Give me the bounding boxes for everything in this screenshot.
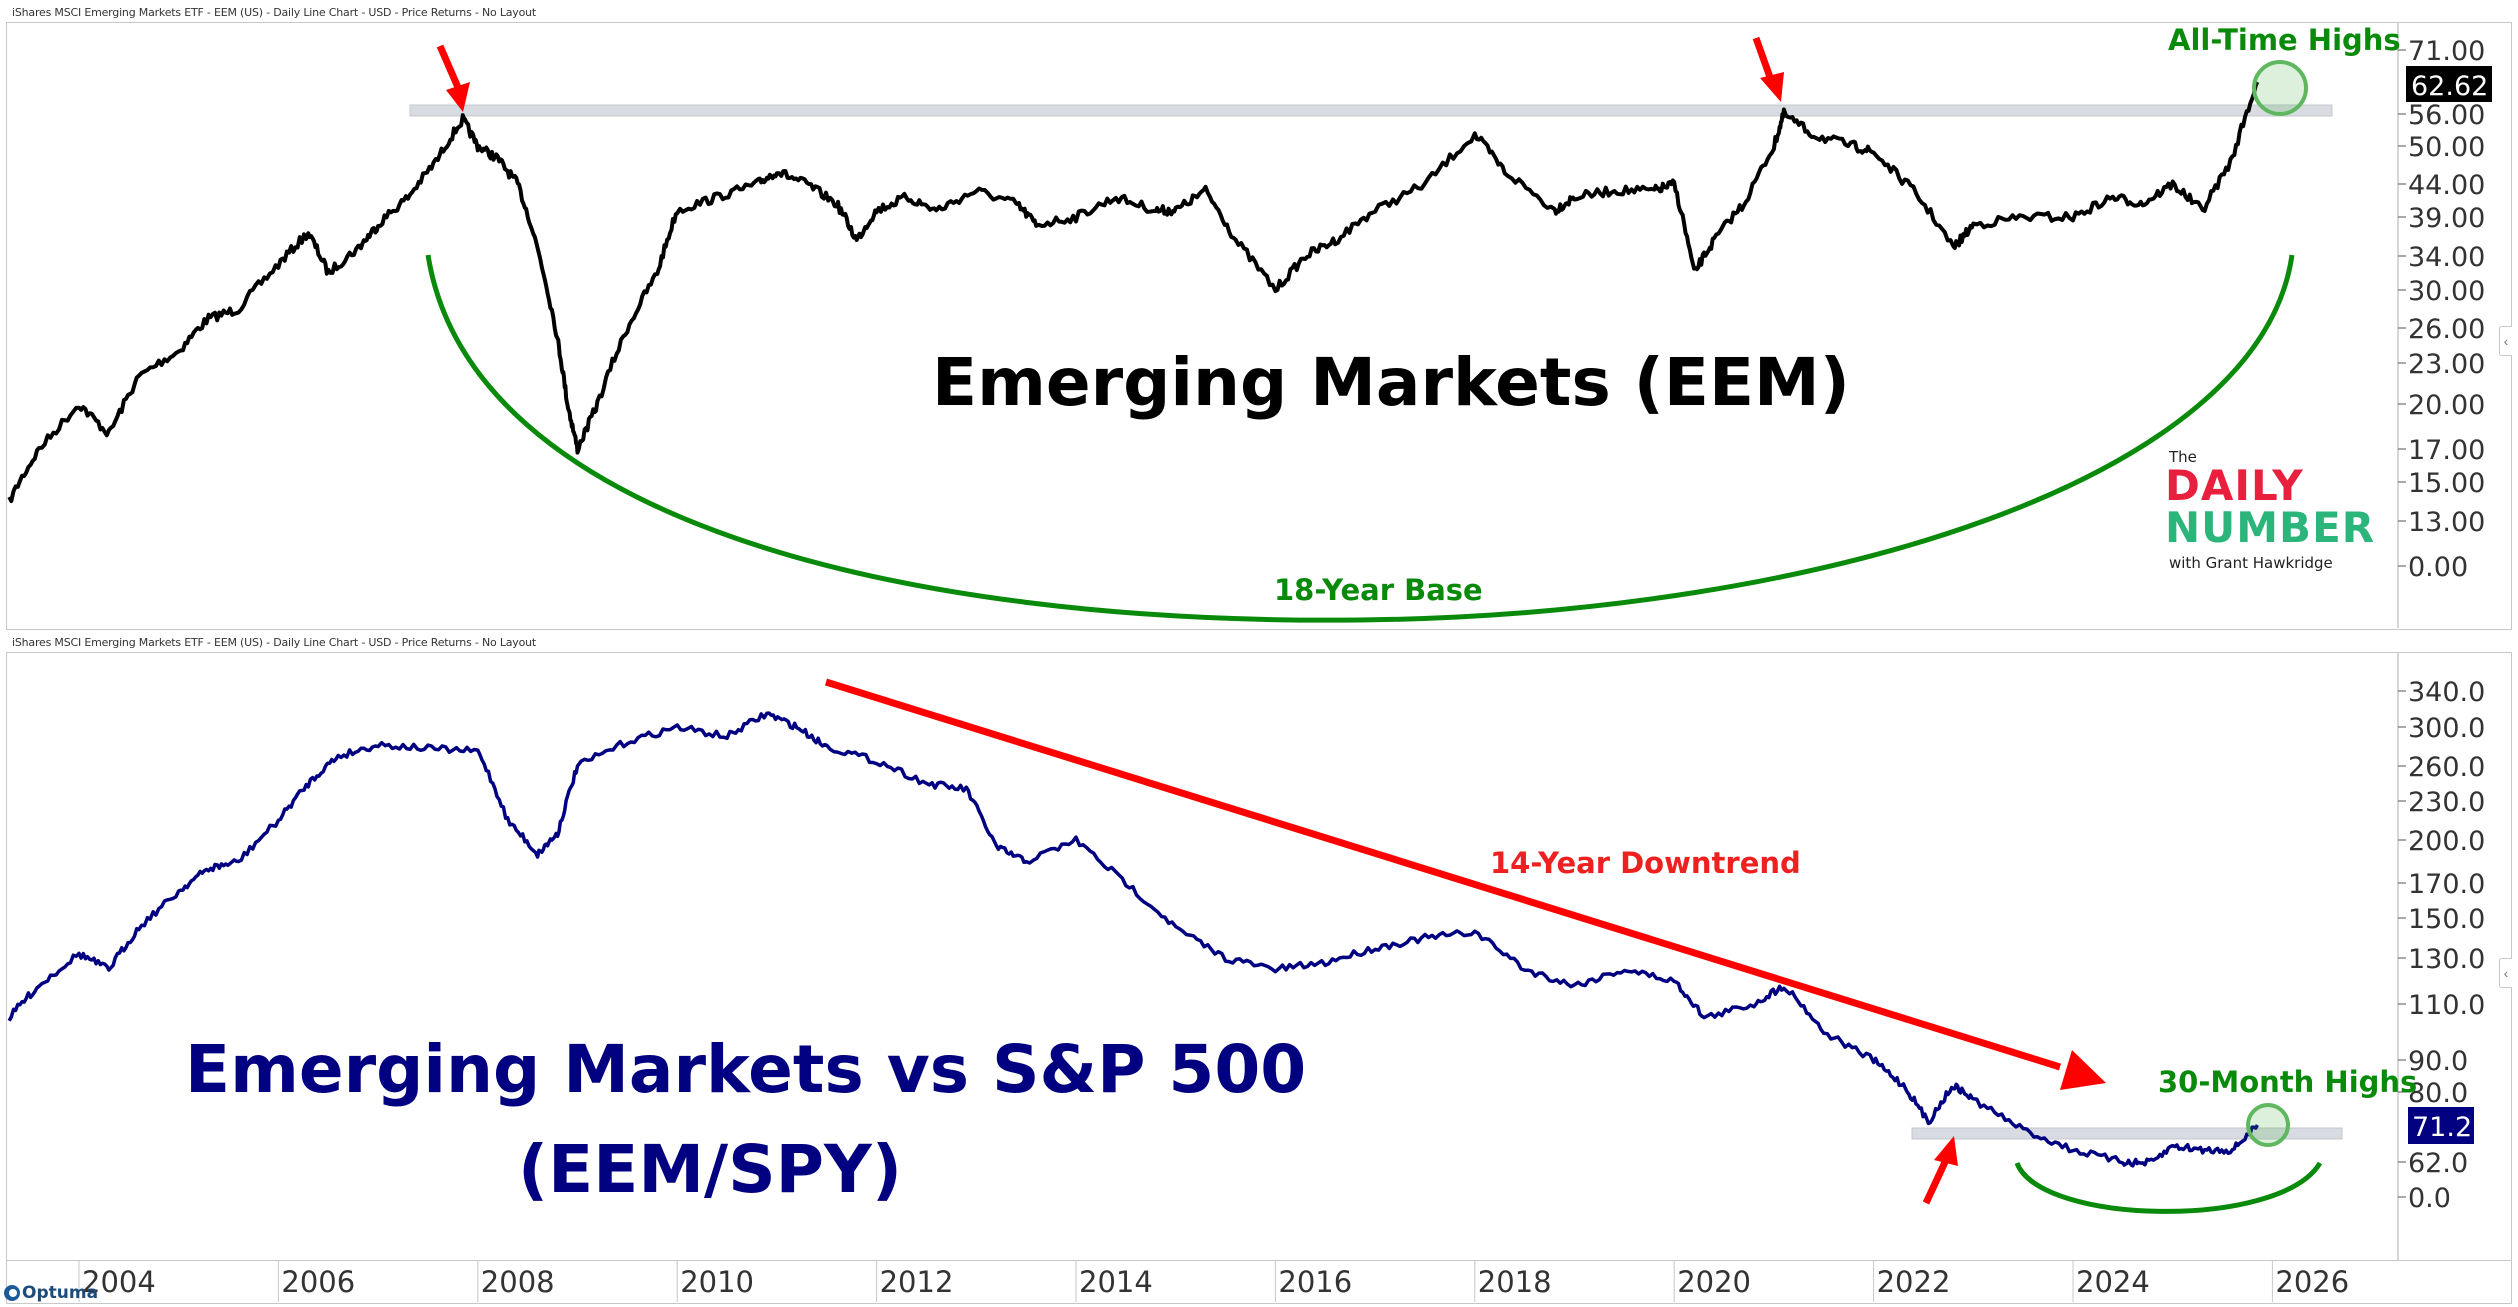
y-tick-label: 44.00 — [2408, 170, 2485, 201]
optuma-logo: Optuma — [4, 1283, 98, 1303]
x-tick-label: 2018 — [1478, 1265, 1552, 1299]
y-tick-label: 15.00 — [2408, 468, 2485, 499]
x-tick-label: 2006 — [281, 1265, 355, 1299]
x-tick-label: 2014 — [1079, 1265, 1153, 1299]
y-tick-label: 170.0 — [2408, 869, 2485, 900]
x-tick-label: 2016 — [1278, 1265, 1352, 1299]
y-tick-label: 13.00 — [2408, 507, 2485, 538]
y-tick-label: 26.00 — [2408, 314, 2485, 345]
y-tick-label: 200.0 — [2408, 826, 2485, 857]
optuma-icon — [4, 1285, 20, 1301]
y-tick-label: 23.00 — [2408, 349, 2485, 380]
highs-highlight-circle — [2246, 1103, 2290, 1147]
ath-highlight-circle — [2252, 60, 2308, 116]
top-panel-header: iShares MSCI Emerging Markets ETF - EEM … — [12, 6, 537, 19]
x-axis: 2004 2006 2008 2010 2012 2014 2016 2018 2020 2022… — [78, 1261, 2349, 1302]
y-tick-label: 30.00 — [2408, 276, 2485, 307]
arrow-2021-peak — [1752, 36, 1784, 102]
top-chart-title: Emerging Markets (EEM) — [932, 344, 1850, 421]
y-tick-label: 56.00 — [2408, 100, 2485, 131]
top-resistance-band — [409, 104, 2333, 117]
top-collapse-tab[interactable]: ‹ — [2499, 326, 2512, 356]
top-last-value: 62.62 — [2411, 71, 2488, 102]
y-tick-label: 90.0 — [2408, 1046, 2468, 1077]
bottom-base-arc — [2014, 1161, 2323, 1214]
arrow-2022-low — [1922, 1136, 1958, 1205]
y-tick-label: 110.0 — [2408, 990, 2485, 1021]
eem-price-line — [7, 81, 2260, 504]
logo-number: NUMBER — [2165, 503, 2376, 552]
bottom-resistance-band — [1911, 1127, 2343, 1140]
base-arc — [425, 254, 2295, 623]
y-tick-label: 300.0 — [2408, 713, 2485, 744]
logo-with: with Grant Hawkridge — [2169, 554, 2333, 572]
y-tick-label: 260.0 — [2408, 752, 2485, 783]
y-tick-label: 0.00 — [2408, 552, 2468, 583]
x-tick-label: 2024 — [2076, 1265, 2150, 1299]
x-tick-label: 2004 — [82, 1265, 156, 1299]
bottom-y-axis: 340.0 300.0 260.0 230.0 200.0 170.0 150.0 130.0… — [2398, 677, 2485, 1214]
y-tick-label: 71.00 — [2408, 36, 2485, 67]
logo-daily: DAILY — [2165, 461, 2304, 510]
x-tick-label: 2026 — [2275, 1265, 2349, 1299]
y-tick-label: 20.00 — [2408, 390, 2485, 421]
downtrend-label: 14-Year Downtrend — [1490, 846, 1801, 880]
y-tick-label: 80.0 — [2408, 1078, 2468, 1109]
bottom-chart-title-line2: (EEM/SPY) — [518, 1131, 902, 1208]
ratio-line — [7, 711, 2259, 1168]
y-tick-label: 230.0 — [2408, 787, 2485, 818]
bottom-last-value: 71.2 — [2412, 1112, 2472, 1143]
top-last-value-badge — [2406, 66, 2492, 102]
y-tick-label: 0.0 — [2408, 1183, 2451, 1214]
downtrend-arrow — [824, 678, 2106, 1090]
bottom-collapse-tab[interactable]: ‹ — [2499, 958, 2512, 988]
y-tick-label: 17.00 — [2408, 435, 2485, 466]
logo-the: The — [2169, 448, 2197, 466]
top-chart-panel[interactable] — [6, 22, 2512, 630]
arrow-2007-peak — [436, 44, 470, 112]
x-axis-row — [6, 1260, 2512, 1304]
y-tick-label: 340.0 — [2408, 677, 2485, 708]
bottom-chart-title-line1: Emerging Markets vs S&P 500 — [185, 1031, 1306, 1108]
bottom-chart-panel[interactable] — [6, 652, 2512, 1262]
optuma-text: Optuma — [22, 1283, 99, 1303]
y-tick-label: 50.00 — [2408, 132, 2485, 163]
y-tick-label: 130.0 — [2408, 944, 2485, 975]
ath-label: All-Time Highs — [2168, 23, 2401, 57]
bottom-panel-header: iShares MSCI Emerging Markets ETF - EEM … — [12, 636, 537, 649]
x-tick-label: 2020 — [1677, 1265, 1751, 1299]
x-tick-label: 2022 — [1877, 1265, 1951, 1299]
bottom-last-value-badge — [2408, 1107, 2474, 1144]
y-tick-label: 39.00 — [2408, 203, 2485, 234]
y-tick-label: 34.00 — [2408, 242, 2485, 273]
y-tick-label: 150.0 — [2408, 904, 2485, 935]
x-tick-label: 2008 — [481, 1265, 555, 1299]
x-tick-label: 2012 — [880, 1265, 954, 1299]
x-tick-label: 2010 — [680, 1265, 754, 1299]
y-tick-label: 62.0 — [2408, 1148, 2468, 1179]
base-label: 18-Year Base — [1274, 573, 1483, 607]
highs-label: 30-Month Highs — [2158, 1065, 2417, 1099]
daily-number-logo: The DAILY NUMBER with Grant Hawkridge — [2165, 448, 2405, 578]
